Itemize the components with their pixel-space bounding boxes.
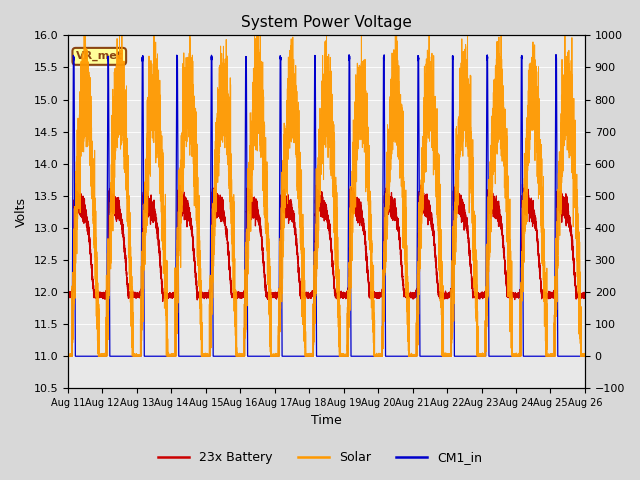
Y-axis label: Volts: Volts [15, 197, 28, 227]
Text: VR_met: VR_met [76, 51, 123, 61]
Legend: 23x Battery, Solar, CM1_in: 23x Battery, Solar, CM1_in [153, 446, 487, 469]
Title: System Power Voltage: System Power Voltage [241, 15, 412, 30]
X-axis label: Time: Time [311, 414, 342, 427]
